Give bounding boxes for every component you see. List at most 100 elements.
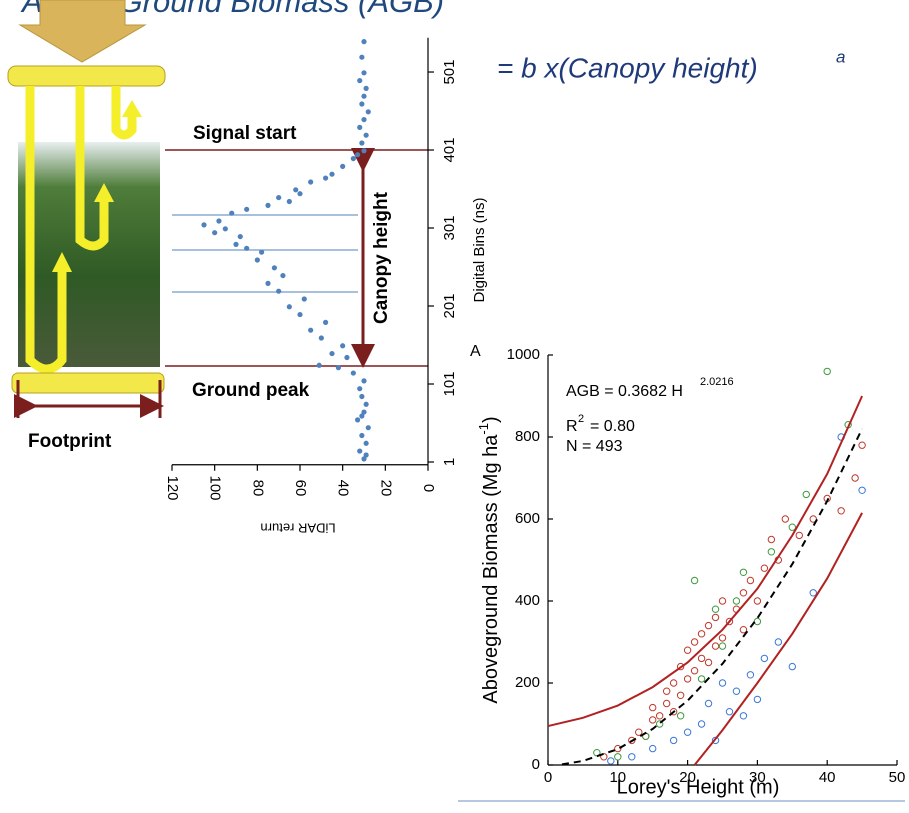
- y-tick-label: 600: [515, 510, 540, 527]
- point: [767, 548, 776, 556]
- annotation: = 0.80: [590, 418, 635, 435]
- point: [244, 206, 250, 212]
- point: [361, 409, 367, 415]
- point: [739, 712, 748, 720]
- point: [357, 386, 363, 392]
- point: [711, 605, 720, 613]
- y-tick-label: 400: [515, 592, 540, 609]
- point: [212, 230, 218, 236]
- point: [753, 695, 762, 704]
- point: [340, 343, 346, 349]
- point: [363, 452, 369, 458]
- annotation: R: [566, 418, 578, 435]
- annotation: 2: [578, 413, 584, 425]
- point: [753, 617, 762, 626]
- y-axis-label-part: -1: [476, 423, 491, 435]
- point: [363, 85, 369, 91]
- canopy-height-label: Canopy height: [371, 191, 392, 324]
- point: [350, 370, 356, 376]
- point: [676, 662, 685, 671]
- point: [355, 417, 361, 423]
- point: [655, 712, 664, 720]
- point: [725, 617, 734, 626]
- point: [365, 109, 371, 115]
- point: [363, 132, 369, 138]
- x-tick-label: 10: [609, 769, 626, 786]
- point: [301, 296, 307, 302]
- point: [851, 474, 859, 482]
- point: [201, 222, 207, 228]
- y-tick-label: 1000: [507, 346, 540, 363]
- sensor-plate: [7, 65, 166, 87]
- point: [361, 456, 367, 462]
- x-tick-label: 40: [819, 769, 836, 786]
- point: [359, 432, 365, 439]
- point: [265, 202, 271, 208]
- point: [649, 703, 657, 712]
- point: [271, 265, 277, 271]
- x-tick-label: 0: [544, 769, 552, 786]
- point: [359, 140, 365, 146]
- point: [649, 744, 657, 753]
- annotation: N = 493: [566, 438, 623, 455]
- point: [753, 597, 762, 605]
- footprint-plate: [11, 372, 165, 394]
- fit-curve: [561, 428, 864, 766]
- point: [746, 576, 755, 585]
- point: [340, 163, 346, 169]
- point: [607, 757, 615, 765]
- point: [683, 728, 692, 736]
- point: [363, 440, 369, 446]
- point: [359, 393, 365, 400]
- point: [662, 687, 671, 695]
- point: [635, 728, 643, 736]
- point: [788, 662, 796, 671]
- pulse-paths: [25, 86, 137, 374]
- point: [781, 515, 790, 523]
- point: [276, 288, 282, 294]
- point: [809, 589, 817, 597]
- point: [357, 448, 363, 454]
- point: [308, 327, 314, 333]
- point: [767, 535, 776, 544]
- point: [254, 257, 260, 263]
- y-tick-label: 101: [441, 371, 458, 396]
- point: [359, 54, 365, 60]
- point: [365, 425, 371, 431]
- point: [683, 675, 692, 683]
- point: [237, 233, 243, 240]
- annotation: AGB = 0.3682 H: [566, 383, 683, 400]
- footprint-label: Footprint: [28, 431, 112, 452]
- point: [614, 744, 622, 753]
- point: [711, 736, 720, 745]
- point: [788, 523, 796, 531]
- point: [711, 642, 720, 650]
- point: [361, 38, 367, 45]
- point: [329, 350, 335, 357]
- point: [746, 671, 755, 679]
- point: [823, 367, 831, 376]
- point: [858, 441, 866, 449]
- pulse-arrowheads: [52, 100, 142, 272]
- x-tick-label: 0: [420, 484, 437, 492]
- point: [363, 401, 369, 407]
- point: [361, 70, 367, 76]
- point: [718, 679, 727, 687]
- fit-curve: [693, 512, 863, 766]
- y-tick-label: 800: [515, 428, 540, 445]
- point: [704, 621, 713, 630]
- x-tick-label: 120: [164, 475, 181, 500]
- point: [600, 753, 608, 761]
- point: [739, 626, 748, 634]
- point: [318, 335, 324, 341]
- point: [802, 490, 810, 499]
- point: [216, 218, 222, 224]
- x-tick-label: 40: [335, 480, 352, 497]
- y-tick-label: 401: [441, 137, 458, 162]
- point: [760, 654, 769, 663]
- point: [718, 642, 727, 650]
- point: [361, 148, 367, 154]
- x-tick-label: 20: [679, 769, 696, 786]
- title: Above Ground Biomass (AGB): [20, 0, 444, 19]
- point: [359, 413, 365, 419]
